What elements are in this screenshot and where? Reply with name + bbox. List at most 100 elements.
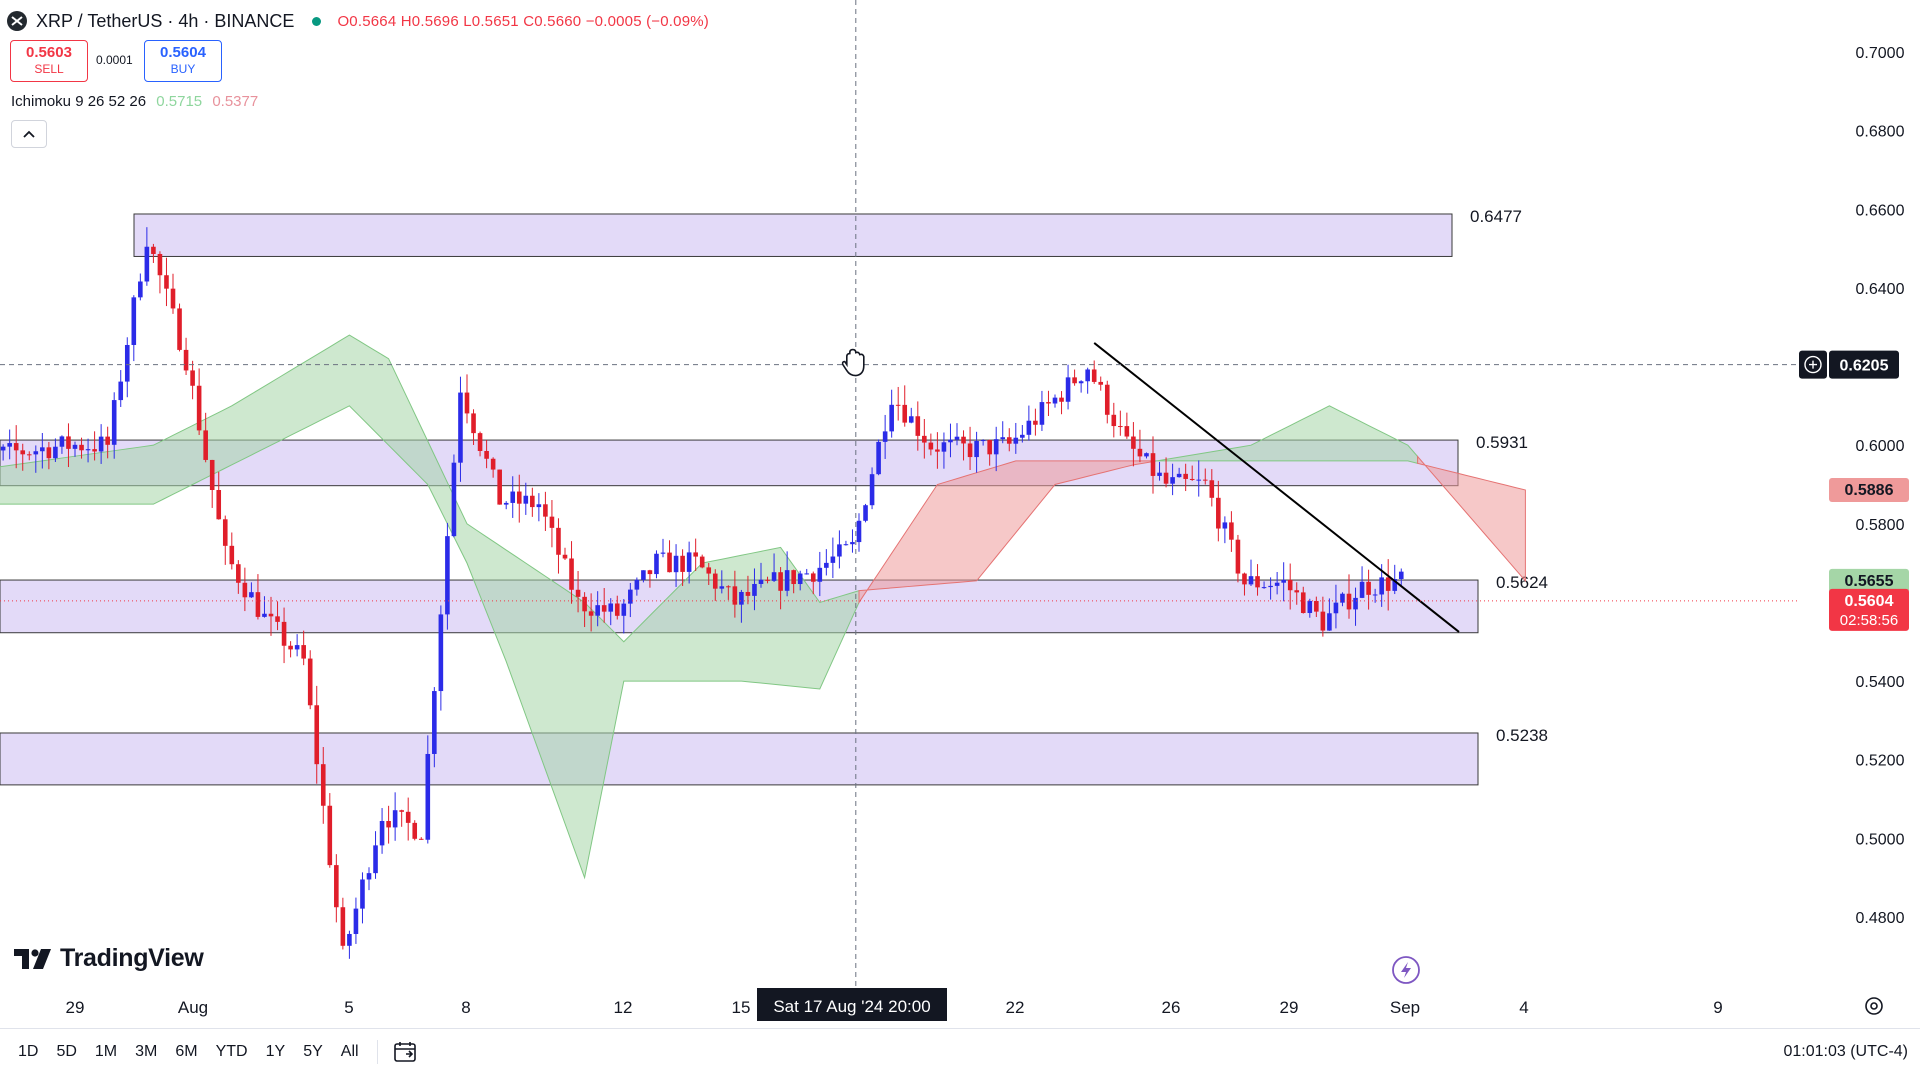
candle <box>334 854 339 923</box>
bottom-toolbar: 1D 5D 1M 3M 6M YTD 1Y 5Y All 01:01:03 (U… <box>0 1028 1920 1075</box>
candle <box>307 650 313 710</box>
candle <box>229 532 235 570</box>
candle <box>151 243 156 263</box>
candle <box>699 554 705 569</box>
candles <box>0 227 1404 959</box>
candle <box>706 562 712 585</box>
candle <box>634 577 640 596</box>
candle <box>275 601 280 631</box>
price-chart[interactable]: 0.6477 0.5931 0.5624 0.5238 0.7000 0.6800 0.6… <box>0 0 1920 1028</box>
indicator-value-1: 0.5715 <box>156 93 203 110</box>
price-badge-2 <box>1829 588 1909 631</box>
ohlc-values: O0.5664 H0.5696 L0.5651 C0.5660 −0.0005 … <box>337 12 709 30</box>
calendar-goto-icon[interactable] <box>392 1039 418 1065</box>
candle <box>1333 584 1339 629</box>
indicator-value-2: 0.5377 <box>212 93 259 110</box>
candle <box>458 376 463 482</box>
zone-label-3: 0.5238 <box>1496 726 1548 745</box>
range-6m-button[interactable]: 6M <box>175 1043 198 1060</box>
candle <box>784 551 790 597</box>
candle <box>144 227 150 286</box>
trendline-segment[interactable] <box>1093 342 1460 633</box>
candle <box>1072 369 1077 386</box>
candle <box>190 360 195 400</box>
candle <box>1163 457 1169 488</box>
candle <box>1229 511 1234 552</box>
crosshair-price-label: 0.6205 <box>1840 358 1889 375</box>
candle <box>961 430 966 461</box>
y-tick-1: 0.6800 <box>1856 124 1905 141</box>
candle <box>320 747 326 824</box>
candle <box>399 809 404 827</box>
range-all-button[interactable]: All <box>340 1043 359 1060</box>
trendline[interactable] <box>1093 342 1460 633</box>
crosshair-price-badge <box>1829 350 1899 379</box>
candle <box>726 585 731 600</box>
candle <box>46 441 52 470</box>
candle <box>667 540 672 573</box>
toolbar-divider <box>376 1040 378 1064</box>
range-5y-button[interactable]: 5Y <box>303 1043 323 1060</box>
collapse-legend-button[interactable] <box>11 120 47 148</box>
range-ytd-button[interactable]: YTD <box>215 1043 248 1060</box>
candle <box>40 432 45 469</box>
buy-button[interactable]: 0.5604 BUY <box>144 40 222 82</box>
candle <box>281 607 287 664</box>
zone-0[interactable] <box>133 213 1453 257</box>
candle <box>1353 587 1358 626</box>
tradingview-logo[interactable]: TradingView <box>14 944 204 973</box>
candle <box>412 820 418 841</box>
chart-settings-icon[interactable] <box>1865 997 1883 1015</box>
range-5d-button[interactable]: 5D <box>56 1043 77 1060</box>
range-1d-button[interactable]: 1D <box>18 1043 39 1060</box>
candle <box>712 569 718 601</box>
candle <box>614 595 620 620</box>
range-1y-button[interactable]: 1Y <box>265 1043 286 1060</box>
candle <box>1366 569 1371 610</box>
candle <box>1176 467 1182 478</box>
candle <box>138 273 143 301</box>
symbol-title[interactable]: XRP / TetherUS · 4h · BINANCE <box>36 10 295 31</box>
price-axis[interactable]: 0.7000 0.6800 0.6600 0.6400 0.6000 0.5800 0.54… <box>1799 45 1909 927</box>
candle <box>131 295 137 362</box>
market-open-icon <box>312 16 322 26</box>
timezone-clock[interactable]: 01:01:03 (UTC-4) <box>1783 1043 1909 1060</box>
range-1m-button[interactable]: 1M <box>94 1043 118 1060</box>
x-tick-10: 4 <box>1519 998 1528 1017</box>
candle <box>1033 408 1038 436</box>
candle <box>693 538 698 572</box>
range-3m-button[interactable]: 3M <box>135 1043 158 1060</box>
candle <box>536 493 542 522</box>
candle <box>824 549 829 576</box>
candle <box>1346 574 1352 619</box>
lightning-events-icon[interactable] <box>1392 956 1420 984</box>
candle <box>236 560 241 594</box>
y-tick-4: 0.6000 <box>1856 438 1905 455</box>
candle <box>908 407 914 424</box>
zone-3[interactable] <box>0 732 1479 786</box>
candle <box>1196 460 1202 497</box>
symbol-legend: XRP / TetherUS · 4h · BINANCE O0.5664 H0… <box>6 8 709 34</box>
candle <box>680 549 685 586</box>
candle <box>1300 586 1306 614</box>
candle <box>1091 360 1097 384</box>
candle <box>59 435 65 454</box>
indicator-legend[interactable]: Ichimoku 9 26 52 26 0.5715 0.5377 <box>11 93 258 110</box>
candle <box>111 392 117 459</box>
time-axis[interactable]: 29 Aug 5 8 12 15 22 26 29 Sep 4 9 Sat 17 Aug '24 20:… <box>66 956 1883 1021</box>
candle <box>432 687 437 768</box>
candle <box>1359 566 1365 599</box>
cloud-segment-3 <box>1417 455 1526 583</box>
sell-button[interactable]: 0.5603 SELL <box>10 40 88 82</box>
zone-label-0: 0.6477 <box>1470 207 1522 226</box>
candle <box>118 370 124 407</box>
tradingview-logo-icon <box>14 948 51 969</box>
candle <box>196 368 202 436</box>
zone-label-2: 0.5624 <box>1496 573 1548 592</box>
buy-price: 0.5604 <box>160 44 206 61</box>
candle <box>739 589 744 623</box>
candle <box>608 598 614 626</box>
candle <box>490 457 496 478</box>
candle <box>262 596 267 618</box>
candle <box>778 567 783 610</box>
